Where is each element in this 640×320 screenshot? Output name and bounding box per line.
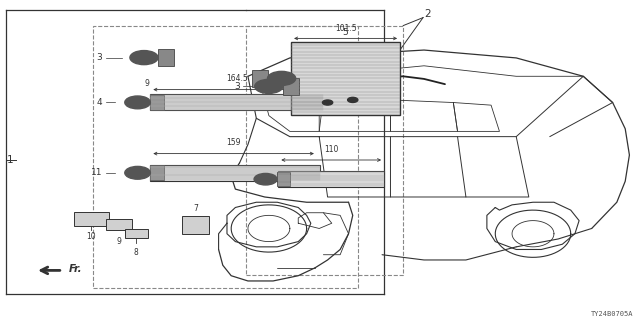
Circle shape — [125, 166, 150, 179]
Bar — [277, 172, 290, 186]
Bar — [283, 78, 299, 95]
Bar — [278, 171, 384, 187]
Text: 5: 5 — [343, 28, 348, 37]
Bar — [150, 165, 164, 180]
Text: 4: 4 — [97, 98, 102, 107]
Circle shape — [130, 51, 158, 65]
Bar — [182, 216, 209, 234]
Circle shape — [348, 97, 358, 102]
Bar — [158, 49, 174, 67]
Circle shape — [323, 100, 333, 105]
Text: 6: 6 — [234, 175, 240, 184]
Text: TY24B0705A: TY24B0705A — [591, 311, 634, 317]
Bar — [291, 42, 400, 115]
Text: 2: 2 — [424, 9, 431, 20]
Bar — [150, 165, 320, 181]
Text: 9: 9 — [116, 237, 122, 246]
Text: 110: 110 — [324, 145, 339, 154]
Text: 10: 10 — [86, 232, 96, 241]
Text: 11: 11 — [91, 168, 102, 177]
Text: 3: 3 — [234, 82, 240, 91]
Bar — [106, 219, 132, 230]
Text: 8: 8 — [134, 248, 139, 257]
Bar — [150, 95, 164, 110]
Text: 101.5: 101.5 — [335, 24, 356, 33]
Circle shape — [255, 79, 283, 93]
Bar — [252, 69, 268, 87]
Bar — [246, 26, 403, 275]
Text: 164.5: 164.5 — [226, 74, 248, 83]
Text: 159: 159 — [227, 138, 241, 147]
Circle shape — [254, 173, 277, 185]
Circle shape — [268, 71, 296, 85]
Bar — [150, 94, 323, 110]
Text: 3: 3 — [97, 53, 102, 62]
Bar — [125, 229, 148, 238]
Circle shape — [125, 96, 150, 109]
Bar — [93, 26, 358, 288]
Bar — [74, 212, 109, 226]
Text: 7: 7 — [193, 204, 198, 213]
Text: 9: 9 — [145, 79, 150, 88]
Text: 1: 1 — [6, 155, 13, 165]
Text: Fr.: Fr. — [69, 264, 83, 274]
